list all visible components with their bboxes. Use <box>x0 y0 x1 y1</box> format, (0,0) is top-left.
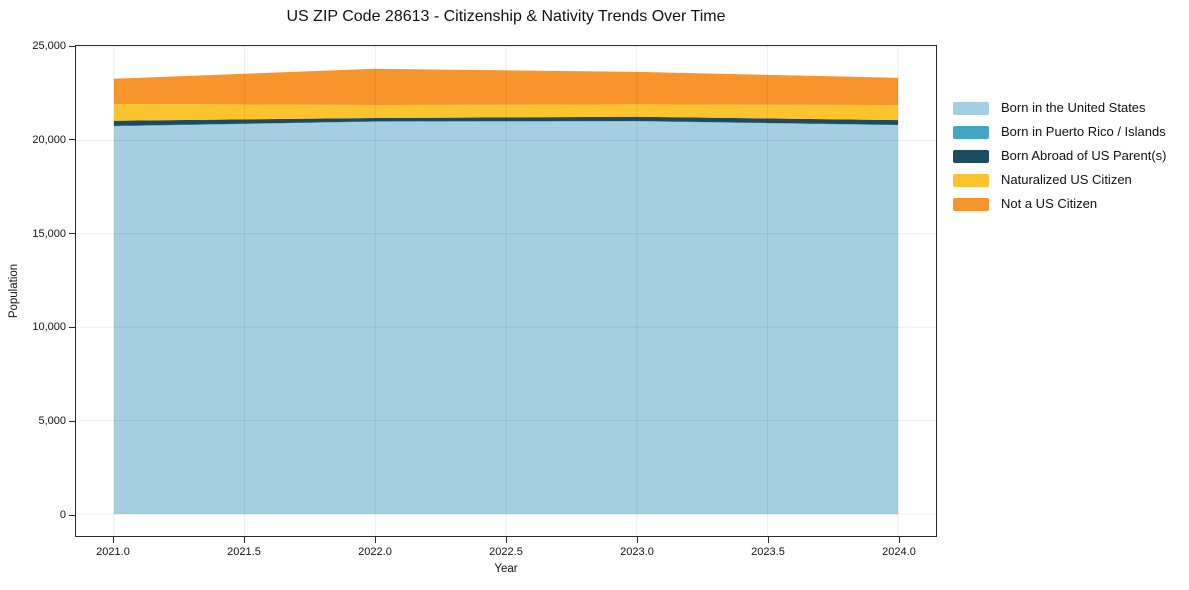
legend-label: Born Abroad of US Parent(s) <box>1001 148 1167 163</box>
area-series <box>113 68 899 106</box>
x-tick-mark <box>112 537 114 543</box>
area-series <box>113 120 899 127</box>
y-tick-mark <box>69 514 75 516</box>
chart-title: US ZIP Code 28613 - Citizenship & Nativi… <box>286 8 726 25</box>
legend: Born in the United States Born in Puerto … <box>953 101 1166 211</box>
y-tick-mark <box>69 420 75 422</box>
legend-label: Born in Puerto Rico / Islands <box>1001 124 1166 139</box>
x-tick-mark <box>243 537 245 543</box>
legend-swatch-icon <box>953 101 989 115</box>
area-series <box>113 121 899 515</box>
x-tick-mark <box>898 537 900 543</box>
y-tick-label: 20,000 <box>32 133 66 146</box>
y-tick-mark <box>69 326 75 328</box>
legend-item: Not a US Citizen <box>953 197 1166 211</box>
x-tick-mark <box>636 537 638 543</box>
x-tick-mark <box>767 537 769 543</box>
legend-swatch-icon <box>953 149 989 163</box>
x-tick-label: 2022.0 <box>358 546 392 558</box>
x-tick-label: 2021.5 <box>227 546 261 558</box>
y-tick-mark <box>69 233 75 235</box>
stacked-area-canvas <box>76 46 936 536</box>
y-axis-label: Population <box>8 263 20 319</box>
legend-item: Naturalized US Citizen <box>953 173 1166 187</box>
x-tick-label: 2024.0 <box>882 546 916 558</box>
x-tick-label: 2023.5 <box>751 546 785 558</box>
y-tick-mark <box>69 45 75 47</box>
legend-item: Born in the United States <box>953 101 1166 115</box>
legend-swatch-icon <box>953 197 989 211</box>
y-tick-mark <box>69 139 75 141</box>
y-tick-label: 0 <box>59 509 66 521</box>
y-tick-label: 10,000 <box>32 321 66 334</box>
y-tick-label: 5,000 <box>38 415 66 428</box>
legend-item: Born Abroad of US Parent(s) <box>953 149 1166 163</box>
legend-swatch-icon <box>953 173 989 187</box>
legend-label: Born in the United States <box>1001 100 1146 115</box>
area-series <box>113 103 899 121</box>
x-tick-label: 2022.5 <box>489 546 523 558</box>
legend-swatch-icon <box>953 125 989 139</box>
legend-item: Born in Puerto Rico / Islands <box>953 125 1166 139</box>
legend-label: Naturalized US Citizen <box>1001 172 1132 187</box>
legend-label: Not a US Citizen <box>1001 196 1098 211</box>
x-tick-mark <box>374 537 376 543</box>
x-tick-mark <box>505 537 507 543</box>
area-series <box>113 116 899 126</box>
y-tick-label: 15,000 <box>32 227 66 240</box>
y-tick-label: 25,000 <box>32 40 66 52</box>
x-axis-label: Year <box>494 563 518 575</box>
x-tick-label: 2021.0 <box>96 546 130 558</box>
plot-area <box>75 45 937 537</box>
x-tick-label: 2023.0 <box>620 546 654 558</box>
